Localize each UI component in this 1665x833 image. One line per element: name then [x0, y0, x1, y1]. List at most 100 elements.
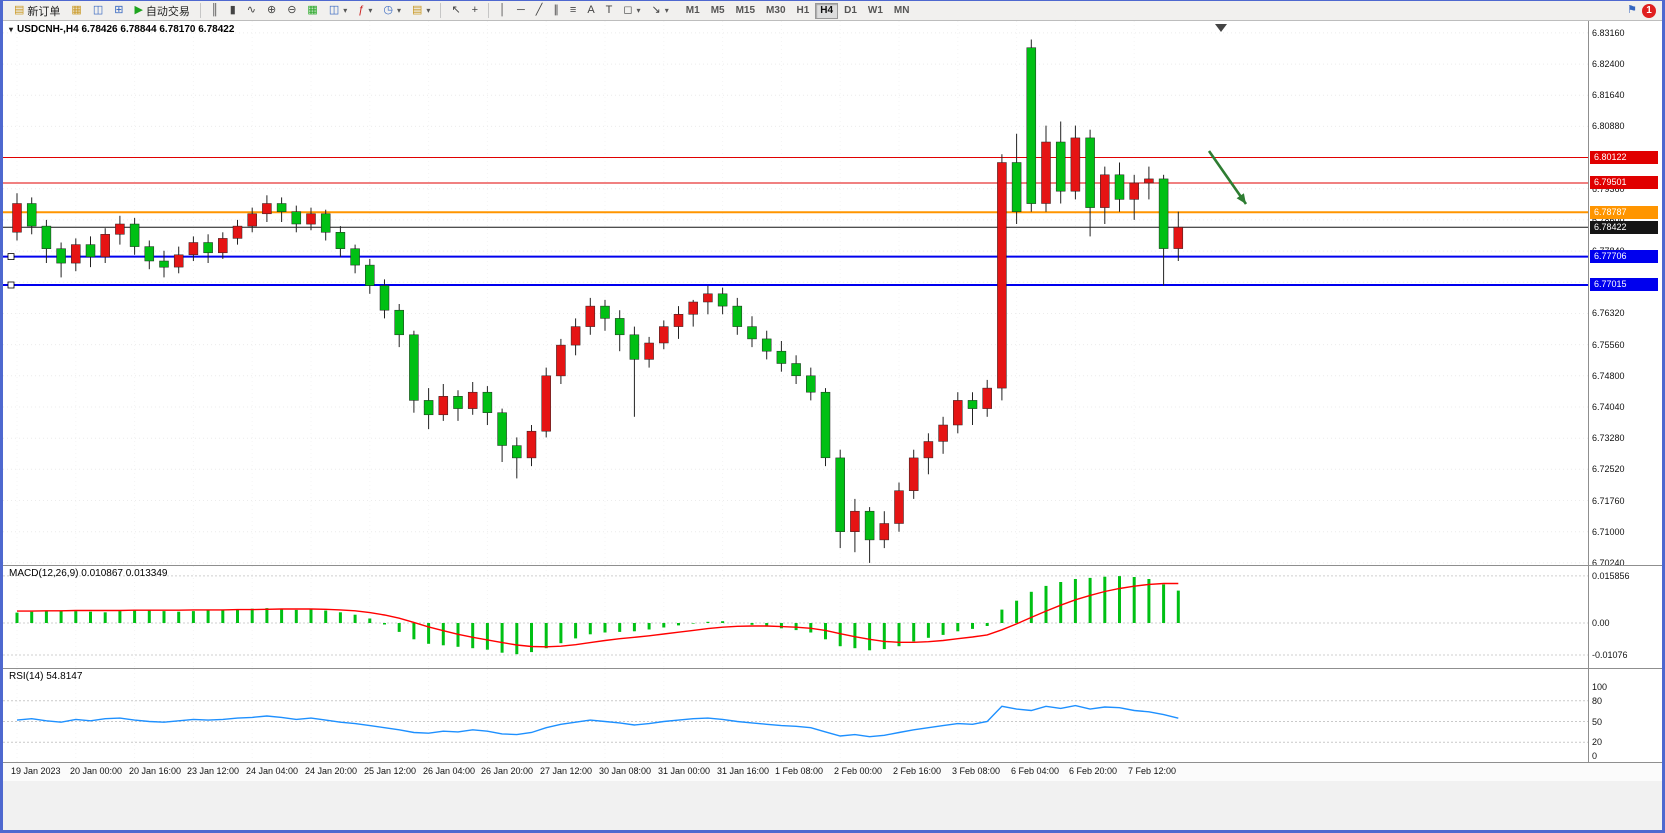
shapes-button[interactable]: ◻ ▾ [618, 2, 645, 20]
time-axis-label: 6 Feb 04:00 [1011, 766, 1060, 776]
shapes-icon: ◻ [623, 4, 633, 16]
profiles-button[interactable]: ▦ [66, 2, 86, 20]
time-axis-label: 1 Feb 08:00 [775, 766, 824, 776]
period-button[interactable]: ◷ ▾ [378, 2, 406, 20]
rsi-axis-label: 50 [1592, 717, 1603, 727]
time-axis-label: 24 Jan 20:00 [305, 766, 358, 776]
line-chart-icon: ∿ [246, 4, 256, 16]
fibonacci-button[interactable]: ≡ [565, 2, 581, 20]
rsi-panel[interactable]: RSI(14) 54.8147 [3, 669, 1588, 762]
time-axis-label: 2 Feb 16:00 [893, 766, 942, 776]
template-button[interactable]: ▤ ▾ [407, 2, 435, 20]
price-axis-label: 6.81640 [1592, 90, 1625, 100]
rsi-axis-label: 100 [1592, 682, 1608, 692]
macd-canvas[interactable] [3, 566, 1588, 668]
price-axis-label: 6.82400 [1592, 59, 1625, 69]
fibonacci-icon: ≡ [569, 4, 577, 16]
time-axis-label: 6 Feb 20:00 [1069, 766, 1118, 776]
panel-divider[interactable] [3, 565, 1662, 566]
macd-axis-label: 0.00 [1592, 618, 1610, 628]
candlestick-canvas[interactable] [3, 21, 1588, 565]
navigator-button[interactable]: ⊞ [109, 2, 128, 20]
timeframe-h1[interactable]: H1 [792, 3, 815, 19]
market-watch-icon: ◫ [92, 4, 104, 16]
trendline-button[interactable]: ╱ [531, 2, 548, 20]
timeframe-w1[interactable]: W1 [863, 3, 888, 19]
arrows-icon: ↘ [651, 4, 661, 16]
text-tool-button[interactable]: A [582, 2, 599, 20]
zoom-in-button[interactable]: ⊕ [262, 2, 281, 20]
time-axis-label: 31 Jan 16:00 [717, 766, 770, 776]
label-tool-button[interactable]: T [601, 2, 618, 20]
zoom-in-icon: ⊕ [266, 4, 277, 16]
auto-trading-button[interactable]: ▶ 自动交易 [129, 2, 194, 20]
timeframe-m15[interactable]: M15 [731, 3, 760, 19]
price-axis[interactable]: 6.831606.824006.816406.808806.801206.793… [1588, 21, 1662, 565]
rsi-label: RSI(14) 54.8147 [9, 671, 83, 682]
price-level-badge: 6.80122 [1590, 151, 1658, 164]
line-chart-button[interactable]: ∿ [242, 2, 261, 20]
timeframe-m30[interactable]: M30 [761, 3, 790, 19]
candlestick-button[interactable]: ▮ [225, 2, 241, 20]
bar-chart-button[interactable]: ║ [206, 2, 224, 20]
time-axis-label: 27 Jan 12:00 [540, 766, 593, 776]
price-level-badge: 6.78422 [1590, 221, 1658, 234]
timeframe-m5[interactable]: M5 [706, 3, 730, 19]
time-axis-label: 20 Jan 16:00 [129, 766, 182, 776]
tile-windows-button[interactable]: ▦ [302, 2, 322, 20]
timeframe-mn[interactable]: MN [889, 3, 915, 19]
time-axis-label: 25 Jan 12:00 [364, 766, 417, 776]
indicators-button[interactable]: ƒ ▾ [353, 2, 377, 20]
price-axis-label: 6.83160 [1592, 28, 1625, 38]
cascade-windows-button[interactable]: ◫ ▾ [324, 2, 352, 20]
chevron-down-icon: ▾ [636, 6, 641, 15]
price-level-badge: 6.77015 [1590, 278, 1658, 291]
equidistant-channel-icon: ∥ [553, 4, 559, 16]
macd-panel[interactable]: MACD(12,26,9) 0.010867 0.013349 [3, 566, 1588, 668]
crosshair-button[interactable]: + [467, 2, 483, 20]
new-order-button[interactable]: ▤ 新订单 [9, 2, 65, 20]
time-axis[interactable]: 19 Jan 2023 20 Jan 00:00 20 Jan 16:00 23 Ja… [3, 763, 1662, 781]
vertical-line-icon: │ [499, 4, 506, 16]
macd-axis-label: -0.01076 [1592, 650, 1628, 660]
zoom-out-button[interactable]: ⊖ [282, 2, 301, 20]
time-axis-label: 2 Feb 00:00 [834, 766, 883, 776]
rsi-canvas[interactable] [3, 669, 1588, 762]
cascade-windows-icon: ◫ [328, 4, 340, 16]
panel-divider[interactable] [3, 668, 1662, 669]
arrows-button[interactable]: ↘ ▾ [647, 2, 674, 20]
cursor-button[interactable]: ↖ [446, 2, 465, 20]
timeframe-h4[interactable]: H4 [815, 2, 839, 19]
time-axis-label: 20 Jan 00:00 [70, 766, 123, 776]
chart-title-text: USDCNH-,H4 6.78426 6.78844 6.78170 6.784… [17, 24, 235, 35]
candlestick-icon: ▮ [229, 4, 236, 16]
price-axis-label: 6.80880 [1592, 121, 1625, 131]
flag-icon[interactable]: ⚑ [1627, 4, 1637, 16]
indicators-icon: ƒ [358, 4, 365, 16]
time-axis-label: 30 Jan 08:00 [599, 766, 652, 776]
timeframe-d1[interactable]: D1 [839, 3, 862, 19]
rsi-axis[interactable]: 100 80 50 20 0 [1588, 669, 1662, 762]
time-axis-label: 3 Feb 08:00 [952, 766, 1001, 776]
channel-button[interactable]: ∥ [548, 2, 564, 20]
vertical-line-button[interactable]: │ [494, 2, 511, 20]
horizontal-line-button[interactable]: ─ [512, 2, 530, 20]
main-chart-plot[interactable]: ▾ USDCNH-,H4 6.78426 6.78844 6.78170 6.7… [3, 21, 1588, 565]
horizontal-line-icon: ─ [516, 4, 525, 16]
notification-badge[interactable]: 1 [1642, 3, 1656, 18]
bar-chart-icon: ║ [210, 4, 219, 16]
chart-title-caret-icon: ▾ [9, 25, 14, 34]
auto-trading-icon: ▶ [134, 4, 143, 16]
market-watch-button[interactable]: ◫ [88, 2, 108, 20]
toolbar-separator [199, 3, 201, 18]
profiles-icon: ▦ [71, 4, 82, 16]
panel-divider[interactable] [3, 762, 1662, 763]
toolbar-separator [440, 3, 442, 18]
time-axis-label: 26 Jan 20:00 [481, 766, 534, 776]
price-level-badge: 6.77706 [1590, 250, 1658, 263]
macd-axis[interactable]: 0.015856 0.00 -0.01076 [1588, 566, 1662, 668]
price-axis-label: 6.79360 [1592, 184, 1625, 194]
new-order-icon: ▤ [14, 4, 25, 16]
timeframe-m1[interactable]: M1 [681, 3, 705, 19]
chevron-down-icon: ▾ [664, 6, 669, 15]
